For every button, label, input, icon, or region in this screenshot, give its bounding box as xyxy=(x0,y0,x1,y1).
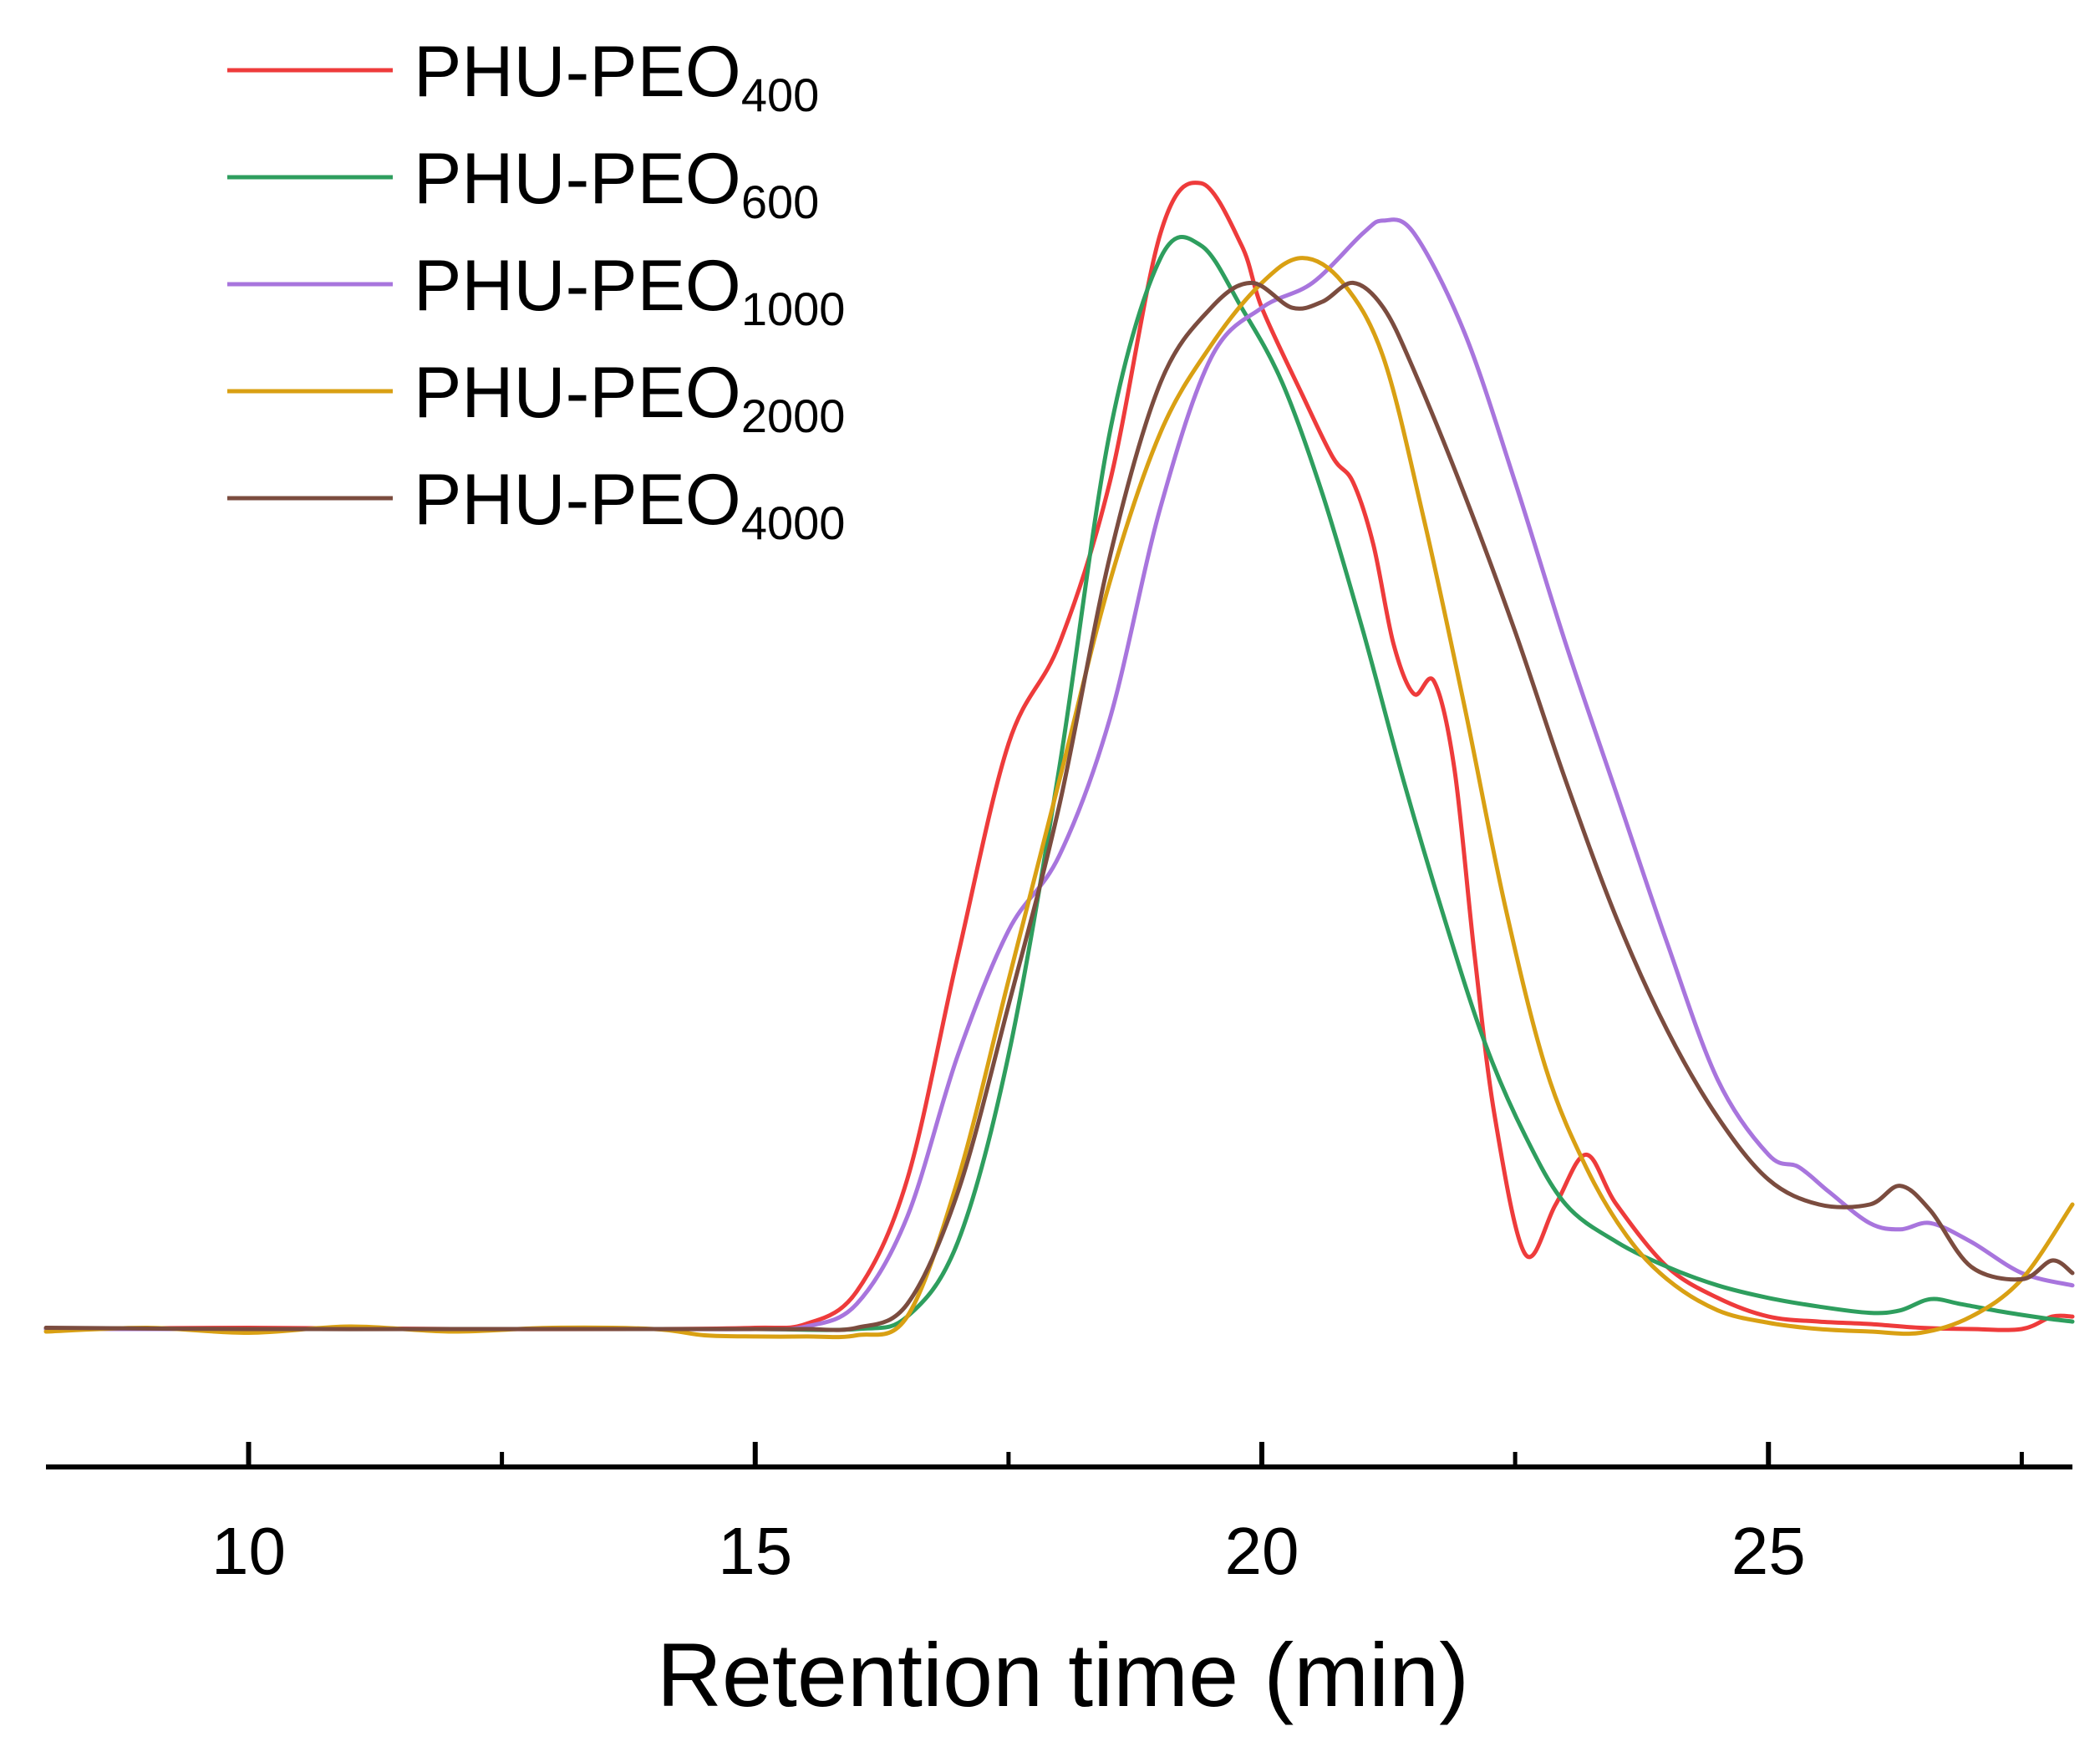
series-line-peo4000 xyxy=(43,280,2075,1332)
legend-label-main: PHU-PEO xyxy=(414,139,741,219)
legend: PHU-PEO400PHU-PEO600PHU-PEO1000PHU-PEO20… xyxy=(227,32,845,549)
legend-label-main: PHU-PEO xyxy=(414,246,741,326)
legend-label-subscript: 600 xyxy=(741,176,819,228)
legend-label: PHU-PEO600 xyxy=(414,139,819,228)
series-line-peo400 xyxy=(43,181,2075,1332)
x-tick-label: 10 xyxy=(211,1514,286,1588)
legend-label: PHU-PEO400 xyxy=(414,32,819,121)
legend-label: PHU-PEO4000 xyxy=(414,460,845,549)
x-tick-label: 25 xyxy=(1731,1514,1806,1588)
legend-label-subscript: 400 xyxy=(741,69,819,121)
series-layer xyxy=(43,181,2075,1340)
legend-label-main: PHU-PEO xyxy=(414,353,741,433)
x-tick-label: 20 xyxy=(1225,1514,1299,1588)
legend-label: PHU-PEO2000 xyxy=(414,353,845,442)
x-axis: 10 15 20 25 xyxy=(46,1442,2072,1588)
x-axis-title: Retention time (min) xyxy=(657,1624,1469,1725)
legend-label-subscript: 4000 xyxy=(741,497,846,549)
legend-label-main: PHU-PEO xyxy=(414,32,741,112)
legend-label-subscript: 1000 xyxy=(741,283,846,335)
legend-label-main: PHU-PEO xyxy=(414,460,741,540)
legend-label-subscript: 2000 xyxy=(741,390,846,442)
legend-item-peo2000: PHU-PEO2000 xyxy=(227,353,845,442)
legend-item-peo4000: PHU-PEO4000 xyxy=(227,460,845,549)
legend-item-peo1000: PHU-PEO1000 xyxy=(227,246,845,335)
legend-item-peo600: PHU-PEO600 xyxy=(227,139,819,228)
x-tick-label: 15 xyxy=(718,1514,792,1588)
legend-item-peo400: PHU-PEO400 xyxy=(227,32,819,121)
legend-label: PHU-PEO1000 xyxy=(414,246,845,335)
